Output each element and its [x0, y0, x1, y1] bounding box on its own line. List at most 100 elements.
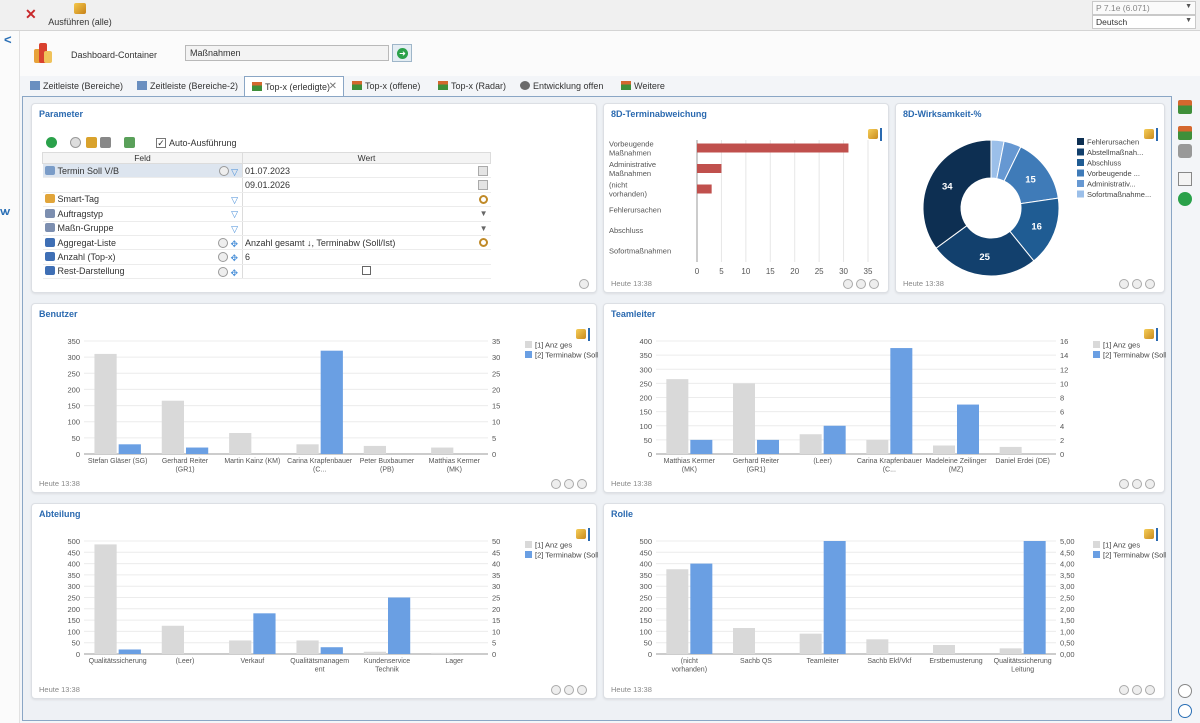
export-icon[interactable]: [1144, 528, 1158, 541]
param-row-anzahl-top-x[interactable]: Anzahl (Top-x) ✥ 6: [42, 249, 491, 265]
fullscreen-icon[interactable]: [1178, 172, 1192, 186]
check-icon[interactable]: [218, 266, 229, 277]
date-picker-icon[interactable]: [477, 180, 488, 191]
param-value-cell[interactable]: ▼: [242, 206, 491, 222]
filter-icon[interactable]: [100, 137, 111, 148]
auto-run-checkbox[interactable]: ✓: [156, 138, 166, 148]
settings-icon[interactable]: [1178, 144, 1192, 158]
add-chart-icon[interactable]: [1178, 100, 1192, 114]
run-all-button[interactable]: Ausführen (alle): [40, 3, 120, 29]
collapse-icon[interactable]: [869, 279, 879, 289]
filter-icon[interactable]: ▽: [231, 223, 238, 234]
chart-panel-abteilung: Abteilung 0 50 100 150 200 250 300 350 400 450 500…: [31, 503, 598, 699]
run-icon[interactable]: [46, 137, 57, 148]
tab-label: Weitere: [634, 81, 665, 91]
chevron-down-icon[interactable]: ▼: [479, 223, 488, 233]
y-left-tick-label: 300: [67, 353, 80, 362]
param-row-smart-tag[interactable]: Smart-Tag ▽: [42, 192, 491, 208]
tab-weitere[interactable]: Weitere: [614, 76, 665, 96]
table-icon[interactable]: [551, 479, 561, 489]
zoom-fit-icon[interactable]: [1178, 704, 1192, 718]
collapse-icon[interactable]: [1145, 685, 1155, 695]
filter-icon[interactable]: ▽: [231, 194, 238, 205]
tab-top-x-erledigte[interactable]: Top-x (erledigte) ✕: [244, 76, 344, 97]
collapse-icon[interactable]: [579, 279, 589, 289]
param-row-massn-gruppe[interactable]: Maßn-Gruppe ▽ ▼: [42, 221, 491, 236]
export-icon[interactable]: [1144, 328, 1158, 341]
param-value-cell[interactable]: [242, 264, 491, 280]
collapse-icon[interactable]: [577, 479, 587, 489]
y-left-tick-label: 50: [644, 436, 652, 445]
x-tick-label: 20: [790, 267, 799, 276]
table-icon[interactable]: [1119, 479, 1129, 489]
collapse-icon[interactable]: [577, 685, 587, 695]
move-icon[interactable]: ✥: [230, 267, 238, 278]
tab-entwicklung-offen[interactable]: Entwicklung offen: [513, 76, 603, 96]
search-icon[interactable]: [478, 237, 488, 247]
tab-top-x-radar[interactable]: Top-x (Radar): [431, 76, 506, 96]
param-value-cell[interactable]: 01.07.2023: [242, 163, 491, 179]
param-row-rest-darstellung[interactable]: Rest-Darstellung ✥: [42, 264, 491, 280]
dashboard-go-button[interactable]: ➜: [392, 44, 412, 62]
info-icon[interactable]: [856, 279, 866, 289]
refresh-icon[interactable]: [1178, 192, 1192, 206]
move-icon[interactable]: ✥: [230, 253, 238, 264]
settings-icon[interactable]: [124, 137, 135, 148]
export-icon[interactable]: [576, 328, 590, 341]
table-icon[interactable]: [1119, 685, 1129, 695]
collapse-icon[interactable]: [1145, 479, 1155, 489]
param-value-cell[interactable]: ▼: [242, 221, 491, 236]
close-tab-icon[interactable]: ✕: [328, 81, 337, 92]
collapse-left-icon[interactable]: <: [4, 32, 12, 47]
panel-timestamp: Heute 13:38: [611, 685, 652, 694]
filter-icon[interactable]: ▽: [231, 167, 238, 177]
filter-icon[interactable]: ▽: [231, 209, 238, 220]
export-icon[interactable]: [868, 128, 882, 141]
export-icon[interactable]: [1144, 128, 1158, 141]
param-row-termin[interactable]: Termin Soll V/B ▽ 01.07.2023: [42, 163, 491, 179]
tab-zeitleiste-bereiche[interactable]: Zeitleiste (Bereiche): [23, 76, 123, 96]
table-icon[interactable]: [1119, 279, 1129, 289]
param-value-cell[interactable]: [242, 192, 491, 208]
category-label: Madeleine Zeilinger: [925, 458, 987, 465]
param-value-cell[interactable]: 6: [242, 249, 491, 265]
tab-zeitleiste-bereiche-2[interactable]: Zeitleiste (Bereiche-2): [130, 76, 238, 96]
check-icon[interactable]: [70, 137, 81, 148]
date-picker-icon[interactable]: [477, 166, 488, 176]
collapse-icon[interactable]: [1145, 279, 1155, 289]
move-icon[interactable]: ✥: [230, 238, 238, 249]
param-row-auftragstyp[interactable]: Auftragstyp ▽ ▼: [42, 206, 491, 222]
info-icon[interactable]: [1132, 279, 1142, 289]
legend-label: [1] Anz ges: [1103, 341, 1140, 350]
rest-checkbox[interactable]: [362, 265, 372, 275]
dashboard-container-input[interactable]: Maßnahmen: [185, 45, 389, 61]
table-icon[interactable]: [551, 685, 561, 695]
chart-options-icon[interactable]: [1178, 126, 1192, 140]
bar-series-2: [388, 597, 411, 654]
param-row-termin-end[interactable]: 09.01.2026: [42, 177, 491, 193]
info-icon[interactable]: [1132, 479, 1142, 489]
key-icon[interactable]: [86, 137, 97, 148]
export-icon[interactable]: [576, 528, 590, 541]
check-icon[interactable]: [218, 237, 229, 248]
close-x-icon[interactable]: ✕: [25, 6, 37, 22]
zoom-in-icon[interactable]: [1178, 684, 1192, 698]
check-icon[interactable]: [219, 166, 230, 176]
info-icon[interactable]: [564, 685, 574, 695]
bar-series-2: [690, 439, 713, 454]
chevron-down-icon[interactable]: ▼: [479, 209, 488, 219]
param-row-aggregat-liste[interactable]: Aggregat-Liste ✥ Anzahl gesamt ↓, Termina…: [42, 235, 491, 251]
table-icon[interactable]: [843, 279, 853, 289]
version-select[interactable]: P 7.1e (6.071) ▼: [1092, 1, 1196, 15]
expand-down-icon[interactable]: vv: [0, 206, 10, 218]
category-label: (MZ): [949, 467, 964, 474]
param-value-cell[interactable]: 09.01.2026: [242, 177, 491, 193]
info-icon[interactable]: [564, 479, 574, 489]
check-icon[interactable]: [218, 252, 229, 263]
search-icon[interactable]: [478, 194, 488, 204]
language-select[interactable]: Deutsch ▼: [1092, 15, 1196, 29]
tab-top-x-offene[interactable]: Top-x (offene): [345, 76, 420, 96]
info-icon[interactable]: [1132, 685, 1142, 695]
param-value-cell[interactable]: Anzahl gesamt ↓, Terminabw (Soll/Ist): [242, 235, 491, 251]
category-label: Matthias Kermer: [664, 458, 716, 465]
